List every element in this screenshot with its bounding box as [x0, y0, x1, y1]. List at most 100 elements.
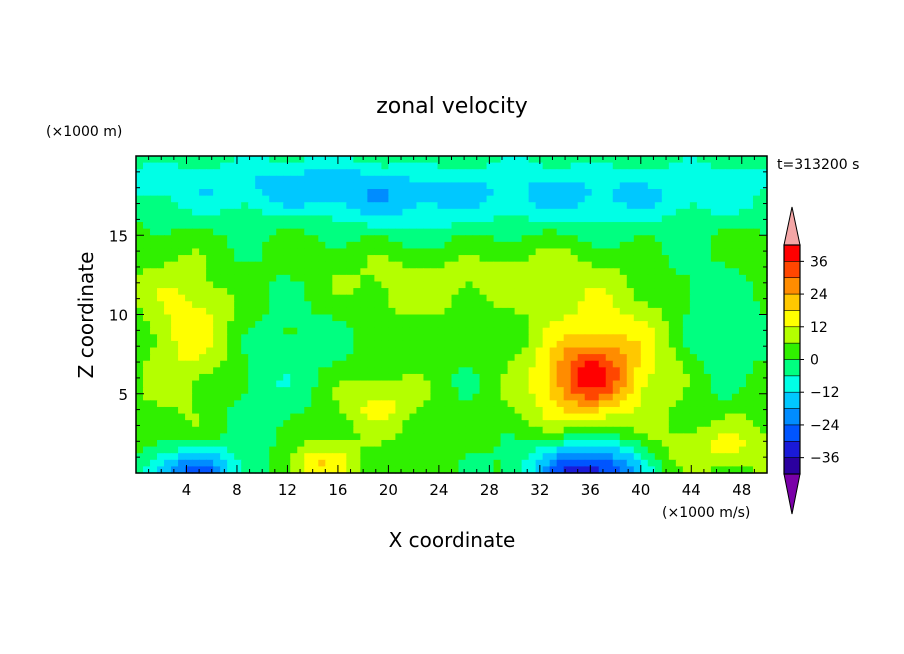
- heatmap-cell: [227, 413, 235, 421]
- colorbar-bin: [783, 457, 801, 475]
- heatmap-cell: [374, 162, 382, 170]
- colorbar-tick-label: 36: [810, 254, 828, 270]
- heatmap-cell: [563, 387, 572, 395]
- heatmap-cell: [703, 215, 712, 223]
- heatmap-cell: [619, 347, 628, 355]
- heatmap-cell: [297, 241, 305, 250]
- heatmap-cell: [339, 426, 347, 434]
- heatmap-cell: [318, 202, 326, 210]
- heatmap-cell: [500, 360, 509, 368]
- heatmap-cell: [423, 228, 432, 236]
- heatmap-cell: [479, 354, 488, 362]
- heatmap-cell: [423, 327, 432, 335]
- heatmap-cell: [458, 294, 467, 302]
- heatmap-cell: [549, 439, 558, 448]
- heatmap-cell: [164, 307, 172, 316]
- heatmap-cell: [234, 294, 242, 302]
- heatmap-cell: [465, 360, 474, 368]
- heatmap-cell: [402, 321, 411, 329]
- heatmap-cell: [465, 466, 474, 474]
- heatmap-cell: [430, 406, 439, 415]
- heatmap-cell: [185, 169, 193, 177]
- heatmap-cell: [318, 307, 326, 316]
- heatmap-cell: [731, 182, 740, 190]
- heatmap-cell: [409, 439, 418, 448]
- heatmap-cell: [696, 446, 705, 454]
- heatmap-cell: [479, 288, 488, 296]
- heatmap-cell: [745, 255, 754, 263]
- heatmap-cell: [710, 347, 719, 355]
- heatmap-cell: [290, 446, 298, 454]
- heatmap-cell: [444, 413, 453, 421]
- heatmap-cell: [752, 281, 761, 289]
- heatmap-cell: [248, 307, 256, 316]
- heatmap-cell: [514, 426, 523, 434]
- heatmap-cell: [199, 466, 207, 474]
- heatmap-cell: [549, 222, 558, 230]
- heatmap-cell: [514, 406, 523, 415]
- heatmap-cell: [192, 466, 200, 474]
- heatmap-cell: [185, 327, 193, 335]
- heatmap-cell: [220, 215, 228, 223]
- heatmap-cell: [626, 393, 635, 401]
- heatmap-cell: [703, 453, 712, 461]
- heatmap-cell: [612, 466, 621, 474]
- heatmap-cell: [703, 321, 712, 329]
- heatmap-cell: [458, 459, 467, 467]
- heatmap-cell: [710, 433, 719, 441]
- heatmap-cell: [556, 222, 565, 230]
- heatmap-cell: [367, 360, 375, 368]
- heatmap-cell: [353, 400, 361, 408]
- heatmap-cell: [451, 307, 460, 316]
- heatmap-cell: [731, 453, 740, 461]
- heatmap-cell: [206, 261, 214, 269]
- heatmap-cell: [206, 241, 214, 250]
- heatmap-cell: [325, 373, 333, 382]
- heatmap-cell: [493, 169, 502, 177]
- heatmap-cell: [353, 413, 361, 421]
- heatmap-cell: [458, 354, 467, 362]
- heatmap-cell: [346, 301, 354, 309]
- heatmap-cell: [290, 241, 298, 250]
- heatmap-cell: [535, 288, 544, 296]
- heatmap-cell: [199, 228, 207, 236]
- heatmap-cell: [318, 189, 326, 197]
- heatmap-cell: [185, 367, 193, 375]
- heatmap-cell: [535, 175, 544, 184]
- heatmap-cell: [717, 400, 726, 408]
- heatmap-cell: [514, 288, 523, 296]
- heatmap-cell: [528, 195, 537, 203]
- heatmap-cell: [241, 354, 249, 362]
- heatmap-cell: [241, 208, 249, 217]
- heatmap-cell: [661, 373, 670, 382]
- heatmap-cell: [171, 195, 179, 203]
- heatmap-cell: [402, 288, 411, 296]
- heatmap-cell: [486, 268, 495, 276]
- heatmap-cell: [423, 202, 432, 210]
- heatmap-cell: [577, 255, 586, 263]
- heatmap-cell: [668, 453, 677, 461]
- heatmap-cell: [626, 426, 635, 434]
- heatmap-cell: [192, 241, 200, 250]
- heatmap-cell: [346, 360, 354, 368]
- heatmap-cell: [619, 189, 628, 197]
- heatmap-cell: [696, 261, 705, 269]
- heatmap-cell: [332, 281, 340, 289]
- heatmap-cell: [444, 189, 453, 197]
- heatmap-cell: [675, 182, 684, 190]
- heatmap-cell: [192, 294, 200, 302]
- heatmap-cell: [346, 400, 354, 408]
- heatmap-cell: [199, 255, 207, 263]
- heatmap-cell: [570, 466, 579, 474]
- heatmap-cell: [598, 182, 607, 190]
- heatmap-cell: [318, 446, 326, 454]
- heatmap-cell: [724, 340, 733, 349]
- heatmap-cell: [332, 288, 340, 296]
- heatmap-cell: [353, 380, 361, 388]
- heatmap-cell: [668, 459, 677, 467]
- heatmap-cell: [661, 426, 670, 434]
- heatmap-cell: [297, 466, 305, 474]
- heatmap-cell: [276, 373, 284, 382]
- heatmap-cell: [647, 189, 656, 197]
- heatmap-cell: [290, 321, 298, 329]
